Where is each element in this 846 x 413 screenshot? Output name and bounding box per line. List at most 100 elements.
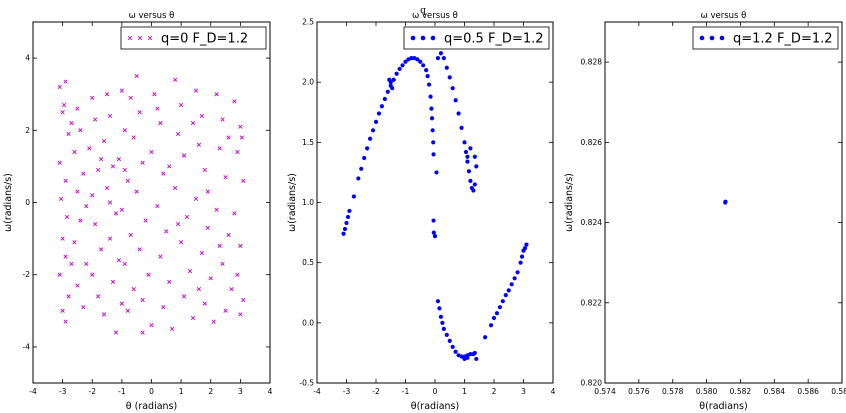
data-point bbox=[345, 214, 351, 220]
data-point bbox=[427, 82, 432, 87]
data-point bbox=[382, 96, 387, 102]
y-axis-label: ω(radians/s) bbox=[3, 173, 14, 232]
data-point bbox=[146, 272, 151, 277]
y-tick-label: 2.0 bbox=[302, 78, 314, 87]
data-point bbox=[440, 320, 445, 325]
data-point bbox=[72, 240, 77, 245]
legend-box bbox=[403, 26, 550, 50]
data-point bbox=[474, 356, 479, 362]
data-point bbox=[223, 175, 228, 180]
x-tick-label: 0 bbox=[149, 387, 154, 396]
data-point bbox=[241, 297, 246, 303]
data-point bbox=[75, 189, 80, 194]
data-point bbox=[232, 99, 237, 104]
data-point bbox=[90, 193, 95, 198]
data-point bbox=[397, 66, 402, 72]
data-point bbox=[444, 65, 449, 70]
data-point bbox=[483, 335, 488, 340]
data-point bbox=[125, 308, 130, 313]
data-point bbox=[238, 124, 243, 129]
data-point bbox=[235, 272, 240, 277]
data-point bbox=[149, 149, 154, 155]
data-point bbox=[214, 207, 219, 212]
data-point bbox=[515, 270, 520, 275]
legend-marker bbox=[420, 35, 426, 41]
data-point bbox=[450, 344, 455, 349]
data-point bbox=[176, 222, 181, 227]
y-tick-label: 0.824 bbox=[581, 218, 603, 227]
data-point bbox=[78, 128, 83, 133]
data-point bbox=[158, 254, 163, 259]
data-point bbox=[104, 185, 110, 191]
x-tick-label: 0.586 bbox=[797, 387, 819, 396]
x-tick-label: 1 bbox=[462, 387, 467, 396]
data-point bbox=[430, 128, 435, 133]
data-point bbox=[468, 146, 473, 151]
y-tick-label: -4 bbox=[23, 342, 31, 351]
data-point bbox=[344, 220, 349, 226]
x-tick-label: -3 bbox=[343, 387, 351, 396]
data-point bbox=[72, 149, 77, 155]
data-point bbox=[370, 128, 376, 133]
data-point bbox=[497, 305, 502, 310]
data-point bbox=[394, 71, 399, 76]
data-point bbox=[391, 77, 396, 82]
data-point bbox=[164, 229, 169, 234]
data-point bbox=[63, 319, 68, 324]
data-point bbox=[110, 164, 116, 169]
legend-label: q=0.5 F_D=1.2 bbox=[444, 32, 544, 47]
data-point bbox=[434, 170, 439, 175]
data-point bbox=[66, 294, 71, 299]
data-point bbox=[116, 157, 122, 162]
data-point bbox=[64, 214, 70, 220]
data-point bbox=[101, 139, 107, 144]
y-tick-label: -0.5 bbox=[299, 379, 314, 388]
data-point bbox=[69, 120, 74, 126]
legend: q=1.2 F_D=1.2 bbox=[692, 26, 839, 50]
data-point bbox=[176, 131, 181, 137]
data-point bbox=[217, 243, 222, 248]
data-point bbox=[238, 312, 243, 317]
data-point bbox=[69, 261, 74, 266]
x-tick-label: 0.578 bbox=[662, 387, 684, 396]
data-point bbox=[181, 294, 187, 299]
y-tick-label: 0 bbox=[25, 198, 30, 207]
x-tick-label: 4 bbox=[268, 387, 273, 396]
plot-area bbox=[32, 21, 271, 384]
x-tick-label: 0.580 bbox=[696, 387, 718, 396]
x-tick-label: 0.576 bbox=[628, 387, 650, 396]
data-point bbox=[193, 196, 199, 202]
data-point bbox=[463, 149, 469, 155]
x-tick-label: -2 bbox=[89, 387, 97, 396]
data-point bbox=[110, 279, 116, 285]
legend: q=0 F_D=1.2 bbox=[120, 26, 267, 50]
data-point bbox=[400, 63, 405, 68]
data-point bbox=[217, 146, 222, 151]
x-tick-label: 0.574 bbox=[594, 387, 616, 396]
data-point bbox=[161, 305, 166, 310]
data-point bbox=[239, 135, 244, 140]
data-point bbox=[241, 178, 246, 183]
data-point bbox=[232, 211, 237, 216]
data-point bbox=[63, 178, 68, 183]
data-point bbox=[723, 199, 728, 204]
data-point bbox=[491, 315, 497, 321]
data-point bbox=[60, 110, 65, 115]
data-point bbox=[462, 140, 467, 145]
data-point bbox=[424, 68, 429, 73]
data-point bbox=[93, 222, 98, 227]
data-point bbox=[390, 86, 395, 91]
data-point bbox=[128, 95, 133, 100]
data-point bbox=[84, 261, 89, 266]
data-point bbox=[104, 92, 110, 97]
data-point bbox=[190, 315, 196, 321]
data-point bbox=[107, 113, 113, 118]
x-tick-label: 1 bbox=[179, 387, 184, 396]
data-point bbox=[107, 236, 113, 241]
data-point bbox=[522, 246, 528, 251]
data-point bbox=[347, 208, 352, 214]
data-point bbox=[205, 225, 210, 230]
y-tick-label: 0.820 bbox=[581, 379, 603, 388]
data-point bbox=[447, 75, 452, 80]
